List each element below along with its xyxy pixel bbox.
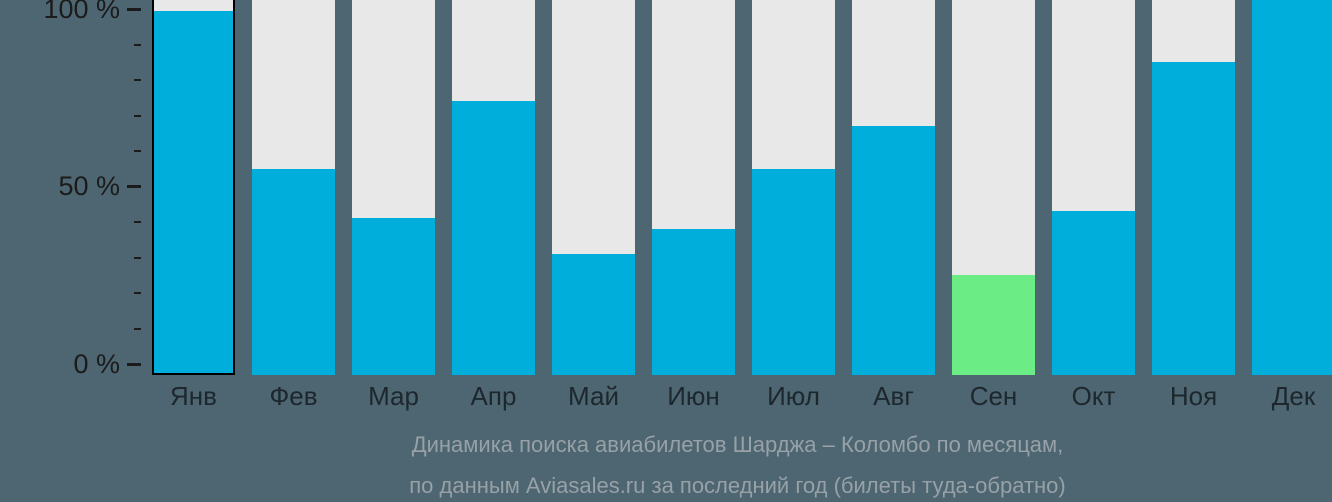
y-tick-minor-60 bbox=[134, 150, 141, 152]
x-label-Фев: Фев bbox=[269, 381, 318, 411]
bar-column-Мар bbox=[352, 0, 435, 375]
caption-line-2: по данным Aviasales.ru за последний год … bbox=[409, 473, 1066, 498]
bar-column-Янв bbox=[152, 0, 235, 375]
bar-Июл bbox=[752, 169, 835, 375]
x-label-Июн: Июн bbox=[667, 381, 720, 411]
y-tick-major-50 bbox=[127, 185, 141, 188]
bar-column-Окт bbox=[1052, 0, 1135, 375]
x-label-Апр: Апр bbox=[470, 381, 517, 411]
bar-column-Сен bbox=[952, 0, 1035, 375]
x-label-Мар: Мар bbox=[368, 381, 419, 411]
x-label-Июл: Июл bbox=[767, 381, 820, 411]
x-label-Ноя: Ноя bbox=[1169, 381, 1218, 411]
y-tick-major-100 bbox=[127, 7, 141, 11]
bar-Апр bbox=[452, 101, 535, 375]
x-label-Окт: Окт bbox=[1071, 381, 1116, 411]
caption-line-1: Динамика поиска авиабилетов Шарджа – Кол… bbox=[411, 432, 1064, 457]
x-label-Май: Май bbox=[568, 381, 619, 411]
y-tick-label-100: 100 % bbox=[43, 0, 120, 24]
bar-Фев bbox=[252, 169, 335, 375]
chart-caption: Динамика поиска авиабилетов Шарджа – Кол… bbox=[150, 431, 1325, 500]
bar-column-Апр bbox=[452, 0, 535, 375]
y-tick-minor-40 bbox=[134, 221, 141, 223]
y-tick-minor-80 bbox=[134, 79, 141, 81]
y-tick-minor-20 bbox=[134, 292, 141, 294]
bar-Сен bbox=[952, 275, 1035, 375]
bar-Июн bbox=[652, 229, 735, 375]
bar-Дек bbox=[1252, 0, 1332, 375]
y-tick-minor-10 bbox=[134, 327, 141, 330]
bar-Авг bbox=[852, 126, 935, 375]
bar-column-Июл bbox=[752, 0, 835, 375]
bar-column-Июн bbox=[652, 0, 735, 375]
bar-column-Ноя bbox=[1152, 0, 1235, 375]
bar-Окт bbox=[1052, 211, 1135, 375]
y-tick-minor-70 bbox=[134, 114, 141, 117]
bar-column-Фев bbox=[252, 0, 335, 375]
y-tick-minor-90 bbox=[134, 43, 141, 46]
y-tick-label-0: 0 % bbox=[73, 348, 120, 379]
x-label-Сен: Сен bbox=[969, 381, 1018, 411]
bar-column-Авг bbox=[852, 0, 935, 375]
bar-Янв bbox=[154, 11, 233, 373]
bar-Ноя bbox=[1152, 62, 1235, 375]
bar-column-Май bbox=[552, 0, 635, 375]
y-tick-minor-30 bbox=[134, 256, 141, 259]
bar-Май bbox=[552, 254, 635, 375]
y-tick-label-50: 50 % bbox=[58, 171, 120, 201]
bar-column-Дек bbox=[1252, 0, 1332, 375]
bar-Мар bbox=[352, 218, 435, 375]
x-label-Янв: Янв bbox=[170, 381, 217, 411]
x-label-Дек: Дек bbox=[1271, 381, 1316, 411]
x-label-Авг: Авг bbox=[873, 381, 914, 411]
y-tick-major-0 bbox=[127, 362, 141, 366]
